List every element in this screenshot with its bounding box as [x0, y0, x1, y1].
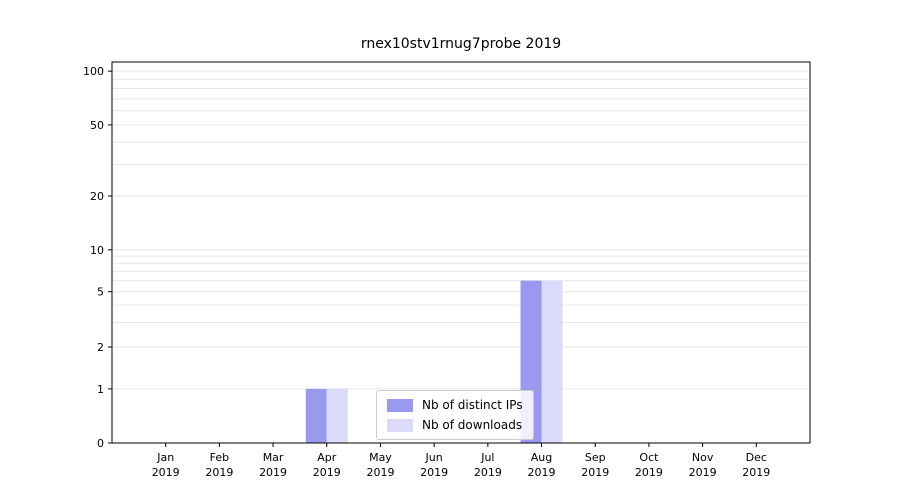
bar-nb-of-downloads-apr [326, 388, 348, 443]
x-tick-label-month: Sep [585, 451, 606, 464]
x-tick-label-year: 2019 [205, 466, 233, 479]
legend-swatch-distinct-ips [387, 398, 413, 412]
y-tick-label: 2 [97, 341, 104, 354]
chart-title: rnex10stv1rnug7probe 2019 [360, 36, 562, 52]
x-tick-label-month: Oct [639, 451, 659, 464]
x-tick-label-year: 2019 [152, 466, 180, 479]
bar-nb-of-downloads-aug [541, 280, 563, 443]
plot-background [112, 62, 810, 443]
x-tick-label-month: Aug [531, 451, 552, 464]
x-tick-label-year: 2019 [581, 466, 609, 479]
y-tick-label: 5 [97, 286, 104, 299]
legend-label-distinct-ips: Nb of distinct IPs [422, 398, 523, 412]
legend-item-downloads: Nb of downloads [387, 418, 523, 432]
chart-legend: Nb of distinct IPs Nb of downloads [376, 390, 534, 440]
y-tick-label: 100 [83, 65, 104, 78]
x-tick-label-month: Mar [263, 451, 284, 464]
legend-item-distinct-ips: Nb of distinct IPs [387, 398, 523, 412]
x-tick-label-year: 2019 [528, 466, 556, 479]
x-tick-label-year: 2019 [366, 466, 394, 479]
x-tick-label-month: Jan [156, 451, 174, 464]
axes-frame [111, 61, 811, 444]
x-tick-label-month: Feb [210, 451, 229, 464]
x-tick-label-year: 2019 [420, 466, 448, 479]
x-tick-label-month: Jun [425, 451, 443, 464]
x-tick-label-month: Jul [480, 451, 494, 464]
bar-nb-of-distinct-ips-apr [305, 388, 327, 443]
legend-label-downloads: Nb of downloads [422, 418, 523, 432]
x-tick-label-year: 2019 [313, 466, 341, 479]
x-tick-label-year: 2019 [635, 466, 663, 479]
x-tick-label-year: 2019 [742, 466, 770, 479]
y-tick-label: 20 [90, 190, 104, 203]
y-tick-label: 0 [97, 437, 104, 450]
x-tick-label-month: Dec [746, 451, 767, 464]
x-tick-label-month: Nov [692, 451, 714, 464]
legend-swatch-downloads [387, 418, 413, 432]
y-tick-label: 10 [90, 244, 104, 257]
x-tick-label-year: 2019 [474, 466, 502, 479]
x-tick-label-month: Apr [317, 451, 337, 464]
x-tick-label-year: 2019 [689, 466, 717, 479]
y-tick-label: 50 [90, 119, 104, 132]
y-tick-label: 1 [97, 383, 104, 396]
x-tick-label-month: May [369, 451, 392, 464]
x-tick-label-year: 2019 [259, 466, 287, 479]
